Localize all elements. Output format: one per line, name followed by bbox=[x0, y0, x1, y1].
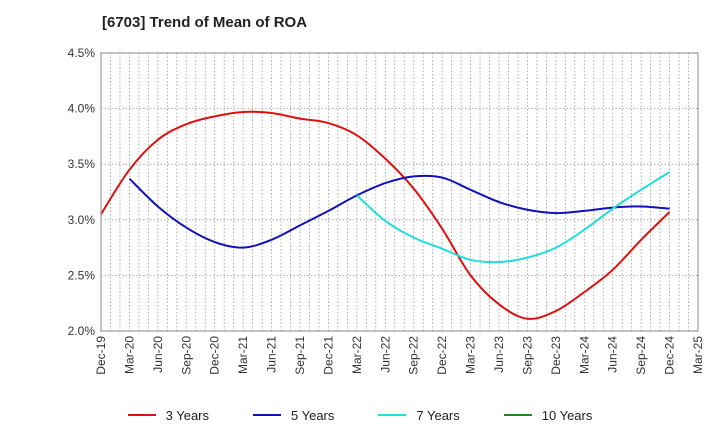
x-tick-label: Jun-20 bbox=[151, 336, 165, 373]
x-tick-label: Mar-22 bbox=[350, 336, 364, 374]
x-tick-label: Dec-22 bbox=[435, 336, 449, 375]
y-tick-label: 4.5% bbox=[68, 46, 96, 60]
series-lines bbox=[100, 110, 671, 320]
plot-border bbox=[100, 52, 699, 332]
legend: 3 Years 5 Years 7 Years 10 Years bbox=[0, 404, 720, 426]
y-axis-ticks: 2.0% 2.5% 3.0% 3.5% 4.0% 4.5% bbox=[68, 46, 96, 338]
legend-label: 7 Years bbox=[416, 407, 460, 423]
x-axis-ticks: Dec-19 Mar-20 Jun-20 Sep-20 Dec-20 Mar-21 Jun-… bbox=[94, 336, 705, 375]
x-tick-label: Sep-22 bbox=[407, 336, 421, 375]
legend-label: 3 Years bbox=[165, 407, 209, 423]
x-tick-label: Jun-24 bbox=[606, 336, 620, 373]
y-tick-label: 3.5% bbox=[68, 157, 96, 171]
legend-item: 3 Years bbox=[127, 407, 209, 423]
chart-title: [6703] Trend of Mean of ROA bbox=[102, 14, 308, 31]
x-tick-label: Mar-20 bbox=[122, 336, 136, 374]
x-tick-label: Dec-20 bbox=[208, 336, 222, 375]
x-tick-label: Dec-19 bbox=[94, 336, 108, 375]
series-line-7-years bbox=[356, 171, 671, 264]
legend-swatch bbox=[378, 414, 407, 416]
x-tick-label: Jun-21 bbox=[265, 336, 279, 373]
x-tick-label: Dec-21 bbox=[321, 336, 335, 375]
x-tick-label: Mar-25 bbox=[691, 336, 705, 374]
x-tick-label: Jun-22 bbox=[378, 336, 392, 373]
x-tick-label: Mar-23 bbox=[464, 336, 478, 374]
x-tick-label: Dec-24 bbox=[663, 336, 677, 375]
legend-label: 10 Years bbox=[541, 407, 593, 423]
x-tick-label: Dec-23 bbox=[549, 336, 563, 375]
series-line-5-years bbox=[128, 174, 670, 249]
legend-item: 7 Years bbox=[378, 407, 460, 423]
legend-swatch bbox=[127, 414, 156, 416]
y-tick-label: 2.0% bbox=[68, 324, 96, 338]
x-tick-label: Sep-21 bbox=[293, 336, 307, 375]
y-tick-label: 4.0% bbox=[68, 102, 96, 116]
x-tick-label: Jun-23 bbox=[492, 336, 506, 373]
x-tick-label: Mar-21 bbox=[236, 336, 250, 374]
x-tick-label: Sep-24 bbox=[634, 336, 648, 375]
grid bbox=[101, 53, 698, 331]
y-tick-label: 2.5% bbox=[68, 268, 96, 282]
legend-item: 5 Years bbox=[253, 408, 334, 423]
legend-swatch bbox=[503, 414, 532, 416]
legend-swatch bbox=[253, 414, 281, 416]
series-line-3-years bbox=[100, 110, 671, 320]
x-tick-label: Sep-23 bbox=[520, 336, 534, 375]
legend-label: 5 Years bbox=[291, 407, 335, 423]
legend-item: 10 Years bbox=[503, 407, 593, 423]
y-tick-label: 3.0% bbox=[68, 213, 96, 227]
x-tick-label: Mar-24 bbox=[577, 336, 591, 374]
x-tick-label: Sep-20 bbox=[179, 336, 193, 375]
